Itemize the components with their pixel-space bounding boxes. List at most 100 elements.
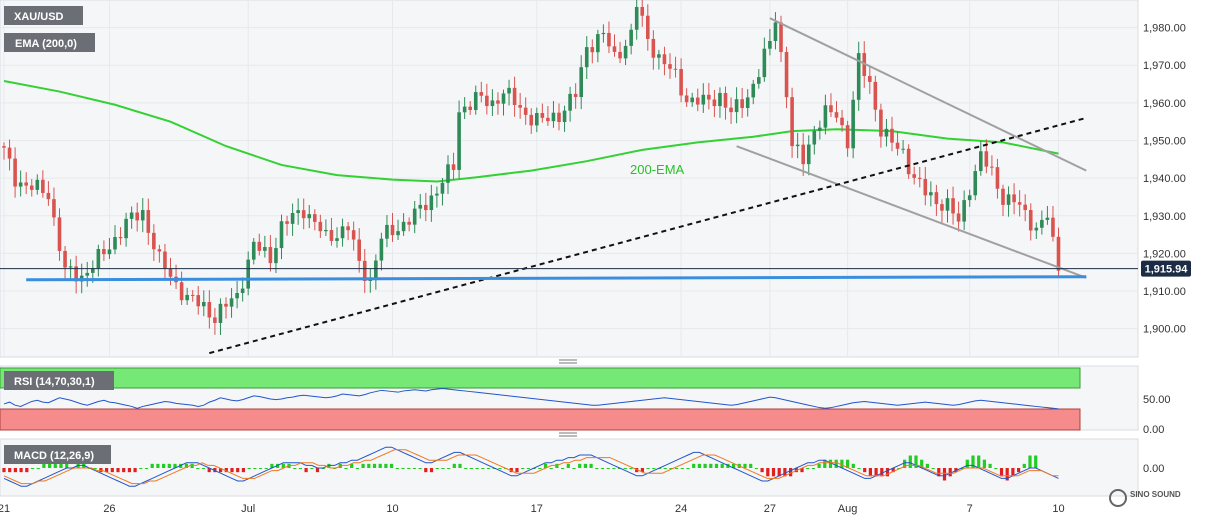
macd-histogram-bar [99, 468, 103, 473]
macd-histogram-bar [640, 468, 644, 473]
macd-histogram-bar [828, 459, 833, 468]
candle-body [929, 192, 933, 196]
panel-resize-handle-1[interactable] [559, 359, 577, 364]
macd-histogram-bar [885, 468, 890, 477]
rsi-label-text: RSI (14,70,30,1) [14, 376, 95, 388]
candle-body [396, 231, 400, 236]
y-tick-label: 1,960.00 [1143, 98, 1186, 110]
candle-body [1012, 194, 1016, 203]
candle-body [990, 166, 994, 168]
candle-body [884, 128, 889, 137]
candle-body [695, 97, 700, 105]
macd-histogram-bar [36, 468, 40, 469]
macd-histogram-bar [800, 468, 804, 473]
candle-body [118, 237, 123, 239]
candle-body [840, 117, 844, 126]
macd-histogram-bar [703, 463, 707, 468]
macd-histogram-bar [982, 459, 986, 468]
y-tick-label: 1,970.00 [1143, 60, 1186, 72]
time-axis: 21 26 Jul 10 17 24 27 Aug 7 10 [0, 503, 1065, 515]
macd-histogram-bar [760, 468, 764, 473]
panel-resize-handle-2[interactable] [559, 432, 577, 437]
macd-histogram-bar [543, 463, 548, 468]
candle-body [507, 87, 511, 94]
candle-body [129, 212, 134, 219]
candle-body [607, 32, 611, 47]
macd-histogram-bar [749, 463, 753, 468]
candle-body [523, 107, 528, 115]
candle-body [429, 195, 434, 211]
candle-body [440, 182, 445, 194]
symbol-label: XAU/USD [4, 6, 83, 25]
watermark-text: SINO SOUND [1130, 490, 1181, 499]
macd-histogram-bar [834, 459, 838, 468]
candle-body [723, 92, 728, 108]
candle-body [263, 247, 267, 251]
x-tick-label: Aug [838, 503, 858, 515]
candle-body [601, 32, 606, 35]
candle-body [879, 109, 883, 137]
candle-body [218, 303, 223, 323]
macd-histogram-bar [840, 459, 844, 468]
candle-body [901, 148, 905, 150]
macd-histogram-bar [823, 459, 827, 468]
candle-body [246, 259, 250, 289]
candle-body [13, 158, 17, 187]
candle-body [923, 178, 928, 196]
ema-legend-text: EMA (200,0) [15, 38, 77, 50]
macd-histogram-bar [629, 468, 633, 469]
macd-histogram-bar [25, 468, 29, 473]
macd-histogram-bar [264, 468, 268, 469]
candle-body [446, 164, 450, 183]
candle-body [984, 151, 989, 167]
candle-body [945, 198, 950, 211]
macd-histogram-bar [771, 468, 776, 477]
macd-histogram-bar [452, 463, 456, 468]
candle-body [973, 171, 978, 196]
macd-histogram-bar [589, 463, 593, 468]
candle-body [96, 249, 101, 269]
macd-histogram-bar [105, 468, 109, 473]
candle-body [845, 125, 850, 149]
candle-body [490, 100, 495, 107]
macd-histogram-bar [65, 463, 69, 468]
macd-histogram-bar [418, 468, 422, 469]
macd-histogram-bar [606, 468, 610, 469]
candle-body [451, 164, 456, 170]
candle-body [773, 22, 778, 42]
macd-histogram-bar [526, 468, 530, 469]
candle-body [568, 93, 572, 111]
candle-body [179, 282, 184, 301]
candle-body [335, 238, 339, 241]
candle-body [668, 64, 672, 69]
candle-body [146, 210, 151, 233]
candle-body [324, 230, 328, 232]
macd-histogram-bar [361, 463, 365, 468]
candle-body [868, 76, 872, 82]
macd-histogram-bar [270, 463, 274, 468]
candle-body [340, 226, 345, 239]
macd-histogram-bar [167, 463, 171, 468]
macd-histogram-bar [481, 468, 485, 469]
candle-body [74, 266, 78, 282]
macd-histogram-bar [469, 468, 473, 469]
macd-histogram-bar [891, 468, 895, 473]
price-axis: 1,980.00 1,970.00 1,960.00 1,950.00 1,940.00… [1143, 23, 1186, 336]
macd-histogram-bar [646, 468, 650, 469]
candle-body [379, 238, 384, 261]
macd-histogram-bar [686, 468, 690, 469]
trend-lines [26, 17, 1087, 355]
macd-histogram-bar [401, 468, 405, 469]
candle-body [468, 106, 472, 111]
candle-body [640, 6, 645, 16]
macd-histogram-bar [817, 463, 821, 468]
candle-body [684, 95, 689, 103]
candle-body [207, 302, 212, 318]
macd-histogram-bar [435, 468, 439, 469]
macd-histogram-bar [863, 468, 867, 473]
macd-histogram-bar [304, 468, 308, 473]
candle-body [967, 195, 972, 201]
candle-body [612, 46, 617, 52]
macd-histogram-bar [230, 468, 234, 473]
x-tick-label: 24 [675, 503, 687, 515]
